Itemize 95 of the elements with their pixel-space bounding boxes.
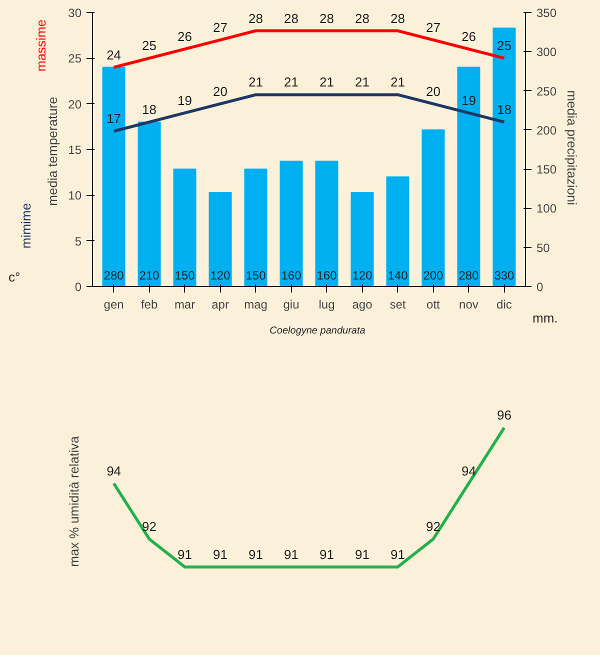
x-tick-label: dic [496,298,512,312]
x-tick-label: ott [426,298,441,312]
bar [280,160,303,286]
bar [138,122,161,286]
y-tick-label: 10 [68,188,82,203]
data-label: 28 [355,10,370,26]
data-label: 91 [320,546,334,562]
data-label: 21 [284,74,298,90]
data-label: 28 [248,10,263,26]
data-label: 28 [390,10,405,26]
bar [386,176,410,286]
data-label: 140 [388,268,408,282]
data-label: 26 [178,29,192,44]
bar [422,129,445,286]
data-label: 18 [142,102,157,118]
y-axis-title: media temperature [45,96,60,206]
data-label: 91 [248,546,263,562]
bar [173,168,196,286]
data-label: 27 [213,20,228,35]
y2-tick-label: 0 [536,280,544,294]
text: c° [8,270,20,284]
y2-tick-label: 50 [536,240,550,255]
data-label: 18 [496,102,512,118]
data-label: 91 [284,546,298,562]
bar [350,192,374,286]
data-label: 26 [461,29,476,44]
data-label: 92 [142,519,157,534]
data-label: 17 [106,111,122,126]
data-label: 91 [390,546,405,562]
bar [244,168,268,286]
x-tick-label: mar [174,298,196,312]
data-label: 120 [352,268,373,282]
x-tick-label: feb [140,298,158,312]
data-label: 91 [178,546,192,562]
data-label: 21 [248,74,263,90]
y2-tick-label: 300 [536,45,557,60]
y2-tick-label: 150 [536,162,557,177]
data-label: 27 [426,20,440,35]
x-tick-label: mag [244,298,268,312]
bar [102,66,126,286]
y-tick-label: 20 [68,97,82,112]
bar [492,28,516,286]
y-tick-label: 15 [68,143,82,157]
text: mimime [18,203,34,248]
data-label: 200 [423,268,444,282]
x-tick-label: apr [212,298,229,312]
x-tick-label: gen [104,298,124,312]
data-label: 19 [461,92,476,108]
y2-tick-label: 250 [536,84,557,98]
y-axis-title: max % umidità relativa [66,435,82,567]
data-label: 160 [316,268,338,282]
bar [457,66,480,286]
data-label: 21 [320,74,334,90]
text: Coelogyne pandurata [270,326,366,336]
text: mm. [532,310,558,326]
x-tick-label: ago [352,298,373,312]
y2-tick-label: 100 [536,202,557,216]
data-label: 28 [284,10,298,26]
data-label: 94 [106,463,122,478]
data-label: 96 [496,408,512,423]
data-label: 280 [104,268,124,282]
text: massime [34,19,48,72]
x-tick-label: set [390,298,406,312]
bar [208,192,232,286]
data-label: 91 [213,546,228,562]
x-tick-label: giu [283,298,300,312]
data-label: 92 [426,519,440,534]
y-tick-label: 5 [74,234,82,248]
y-tick-label: 0 [74,280,82,294]
data-label: 94 [461,463,476,478]
y2-axis-title: media precipitazioni [564,90,580,206]
data-label: 20 [426,84,440,99]
y2-tick-label: 350 [536,6,557,20]
y-tick-label: 25 [68,52,82,66]
data-label: 21 [390,74,405,90]
data-label: 20 [213,84,228,99]
data-label: 91 [355,546,370,562]
data-label: 150 [246,268,266,282]
data-label: 120 [210,268,231,282]
y2-tick-label: 200 [536,123,557,138]
x-tick-label: nov [459,298,478,312]
data-label: 280 [458,268,480,282]
bar [315,160,338,286]
data-label: 25 [496,38,512,54]
data-label: 28 [320,10,334,26]
data-label: 25 [142,38,157,54]
data-label: 160 [281,268,302,282]
x-tick-label: lug [318,298,335,312]
data-label: 210 [139,268,160,282]
data-label: 330 [494,268,515,282]
data-label: 150 [174,268,196,282]
y-tick-label: 30 [68,6,82,20]
data-label: 19 [178,92,192,108]
data-label: 21 [355,74,370,90]
data-label: 24 [106,47,122,62]
